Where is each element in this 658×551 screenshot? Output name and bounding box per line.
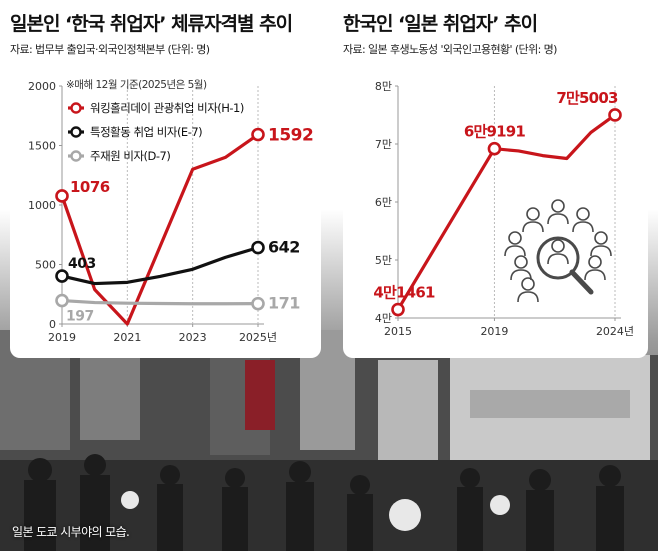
x-tick-label: 2024년 bbox=[596, 325, 634, 338]
legend-swatch-marker bbox=[70, 150, 82, 162]
data-point bbox=[55, 189, 69, 203]
right-chart-panel: 4만 5만 6만 7만 8만 2015 2019 2024년 4만1461 6만9191 7만500… bbox=[343, 66, 648, 358]
legend-swatch-marker bbox=[70, 102, 82, 114]
series-line-2 bbox=[61, 298, 259, 306]
people-search-icon bbox=[504, 199, 612, 303]
data-label: 1076 bbox=[70, 178, 110, 196]
left-chart: 0 500 1000 1500 2000 2019 2021 2023 2025년 ※매해 12월… bbox=[28, 78, 314, 344]
series-line-0 bbox=[60, 133, 259, 326]
legend-label: 주재원 비자(D-7) bbox=[90, 149, 170, 163]
right-chart-source: 자료: 일본 후생노동성 '외국인고용현황' (단위: 명) bbox=[343, 43, 557, 56]
y-tick-label: 1000 bbox=[28, 199, 56, 212]
data-point bbox=[55, 269, 69, 283]
y-tick-label: 1500 bbox=[28, 140, 56, 153]
left-chart-panel: 0 500 1000 1500 2000 2019 2021 2023 2025년 ※매해 12월… bbox=[10, 66, 321, 358]
left-chart-title: 일본인 ‘한국 취업자’ 체류자격별 추이 bbox=[10, 13, 293, 35]
legend-label: 워킹홀리데이 관광취업 비자(H-1) bbox=[90, 101, 244, 115]
data-label: 403 bbox=[68, 256, 96, 272]
y-tick-label: 4만 bbox=[375, 312, 392, 325]
y-tick-label: 6만 bbox=[375, 196, 392, 209]
data-point bbox=[251, 127, 265, 142]
data-label: 171 bbox=[268, 294, 300, 313]
data-label: 4만1461 bbox=[373, 284, 435, 302]
y-tick-label: 5만 bbox=[375, 254, 392, 267]
left-chart-source: 자료: 법무부 출입국·외국인정책본부 (단위: 명) bbox=[10, 43, 210, 56]
x-tick-label: 2015 bbox=[384, 325, 412, 338]
y-tick-label: 0 bbox=[49, 318, 56, 331]
data-point bbox=[391, 302, 405, 317]
data-label: 7만5003 bbox=[556, 89, 618, 107]
x-tick-label: 2019 bbox=[48, 331, 76, 344]
right-chart-title: 한국인 ‘일본 취업자’ 추이 bbox=[343, 13, 538, 35]
data-point bbox=[55, 293, 69, 308]
right-chart: 4만 5만 6만 7만 8만 2015 2019 2024년 4만1461 6만9191 7만500… bbox=[373, 80, 634, 338]
x-tick-label: 2019 bbox=[480, 325, 508, 338]
y-tick-label: 500 bbox=[35, 259, 56, 272]
data-point bbox=[251, 296, 265, 311]
y-tick-label: 2000 bbox=[28, 80, 56, 93]
x-tick-label: 2021 bbox=[113, 331, 141, 344]
data-label: 642 bbox=[268, 238, 300, 257]
photo-caption: 일본 도쿄 시부야의 모습. bbox=[12, 525, 130, 539]
data-point bbox=[487, 141, 502, 156]
data-point bbox=[608, 108, 622, 122]
data-label: 197 bbox=[66, 309, 94, 325]
chart-note: ※매해 12월 기준(2025년은 5월) bbox=[66, 78, 207, 91]
legend-swatch-marker bbox=[70, 126, 82, 138]
y-tick-label: 8만 bbox=[375, 80, 392, 93]
x-tick-label: 2023 bbox=[179, 331, 207, 344]
data-label: 1592 bbox=[268, 126, 313, 146]
data-label: 6만9191 bbox=[464, 123, 526, 141]
data-point bbox=[251, 240, 265, 255]
series-line-1 bbox=[61, 246, 259, 286]
legend-label: 특정활동 취업 비자(E-7) bbox=[90, 125, 202, 139]
x-tick-label: 2025년 bbox=[239, 331, 277, 344]
y-tick-label: 7만 bbox=[375, 138, 392, 151]
